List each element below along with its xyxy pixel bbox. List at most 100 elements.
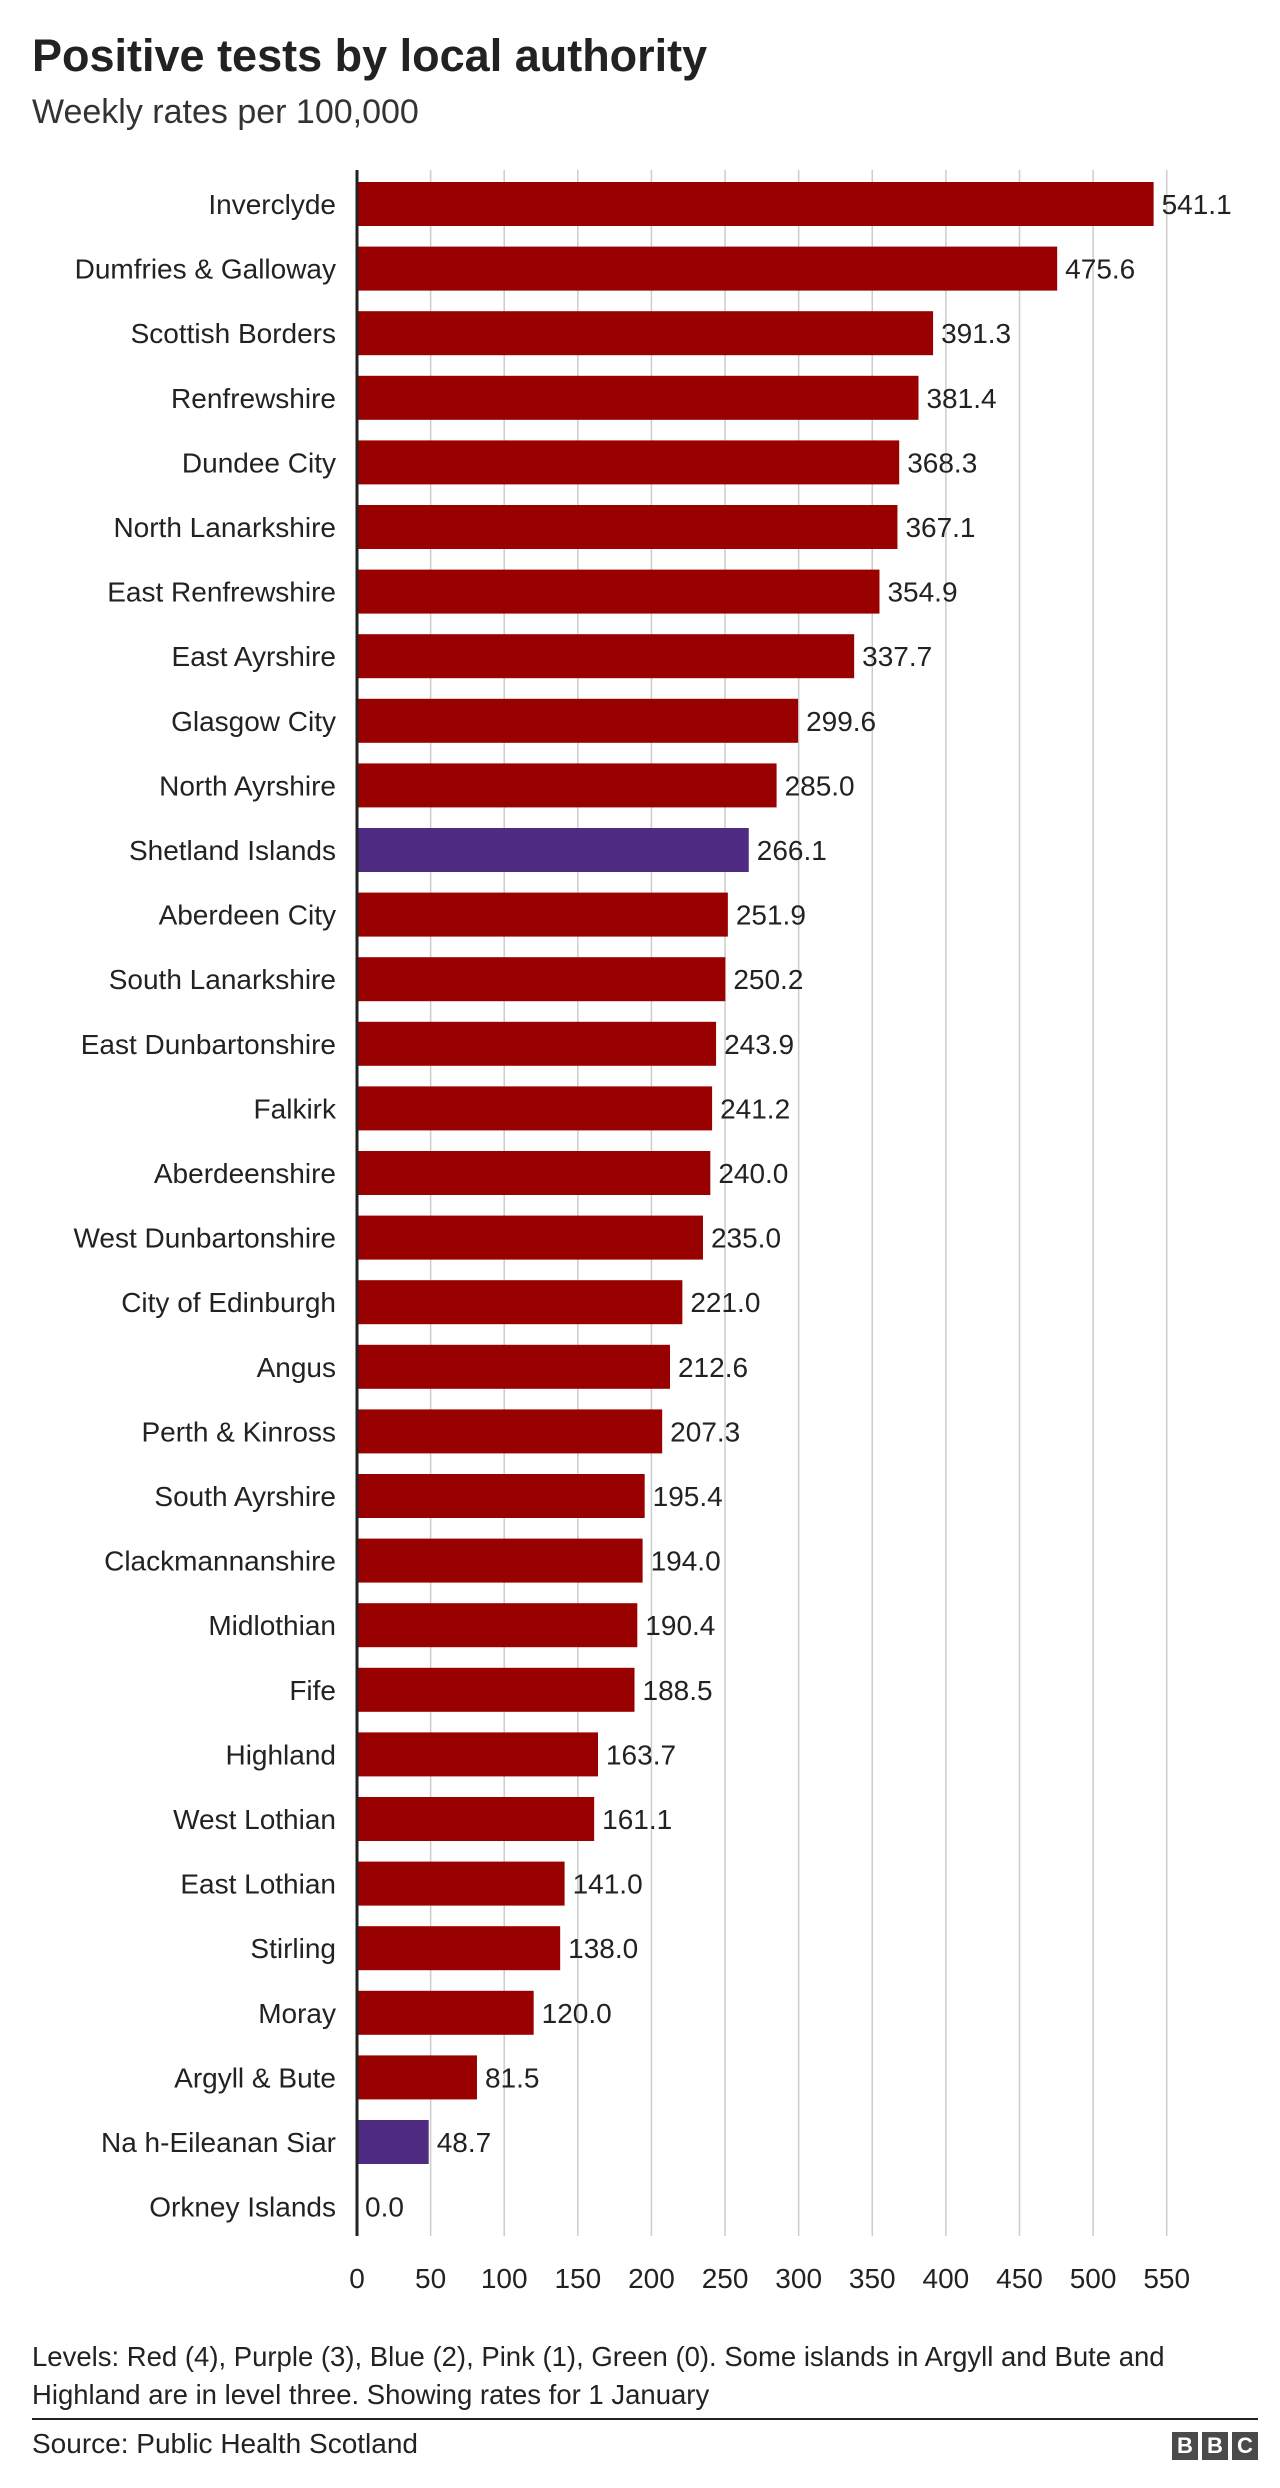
bar: [357, 1409, 663, 1454]
category-label: Falkirk: [254, 1093, 337, 1124]
category-label: North Lanarkshire: [113, 512, 336, 543]
category-label: Fife: [289, 1675, 336, 1706]
bar: [357, 1732, 598, 1777]
bar: [357, 763, 777, 808]
value-label: 207.3: [670, 1416, 740, 1447]
bar: [357, 957, 726, 1002]
category-label: Renfrewshire: [171, 383, 336, 414]
value-label: 475.6: [1065, 254, 1135, 285]
bar: [357, 1797, 595, 1841]
category-label: Aberdeenshire: [154, 1158, 336, 1189]
category-label: Orkney Islands: [149, 2192, 336, 2223]
value-label: 299.6: [806, 706, 876, 737]
bar: [357, 1667, 635, 1712]
category-label: Inverclyde: [208, 189, 336, 220]
value-label: 188.5: [643, 1675, 713, 1706]
bar: [357, 246, 1058, 291]
category-label: City of Edinburgh: [121, 1287, 336, 1318]
value-label: 251.9: [736, 900, 806, 931]
bar: [357, 892, 728, 937]
value-label: 381.4: [926, 383, 996, 414]
bar: [357, 1603, 638, 1648]
value-label: 266.1: [757, 835, 827, 866]
value-label: 285.0: [785, 770, 855, 801]
category-label: South Lanarkshire: [109, 964, 336, 995]
bar: [357, 1538, 643, 1583]
value-label: 354.9: [887, 577, 957, 608]
value-label: 194.0: [651, 1546, 721, 1577]
category-label: Clackmannanshire: [104, 1546, 336, 1577]
bar: [357, 2120, 429, 2164]
logo-letter: B: [1202, 2432, 1228, 2460]
category-label: Midlothian: [208, 1610, 336, 1641]
source-credit: Source: Public Health Scotland: [32, 2428, 418, 2459]
logo-letter: B: [1172, 2432, 1198, 2460]
x-tick-label: 0: [349, 2263, 365, 2294]
chart-subtitle: Weekly rates per 100,000: [32, 93, 419, 131]
category-label: Dundee City: [182, 447, 336, 478]
value-label: 221.0: [690, 1287, 760, 1318]
x-tick-label: 250: [702, 2263, 749, 2294]
category-label: Scottish Borders: [131, 318, 336, 349]
bar: [357, 1151, 711, 1195]
value-label: 235.0: [711, 1223, 781, 1254]
category-label: East Lothian: [180, 1869, 336, 1900]
category-label: West Dunbartonshire: [74, 1223, 337, 1254]
bar: [357, 1990, 534, 2035]
category-label: Moray: [258, 1998, 336, 2029]
bar: [357, 440, 900, 485]
category-label: Glasgow City: [171, 706, 336, 737]
bar: [357, 311, 934, 356]
value-label: 120.0: [542, 1998, 612, 2029]
x-tick-label: 300: [775, 2263, 822, 2294]
bar: [357, 569, 880, 614]
value-label: 391.3: [941, 318, 1011, 349]
bar: [357, 505, 898, 549]
value-label: 541.1: [1162, 189, 1232, 220]
value-label: 241.2: [720, 1093, 790, 1124]
category-label: Dumfries & Galloway: [75, 254, 336, 285]
footer-divider: [32, 2418, 1258, 2420]
value-label: 161.1: [602, 1804, 672, 1835]
x-tick-label: 550: [1143, 2263, 1190, 2294]
value-label: 250.2: [733, 964, 803, 995]
bar: [357, 1021, 717, 1066]
bar-chart: 0 50 100 150 200 250 300 350 400 450 500 550 Invercl…: [74, 170, 1232, 2294]
value-label: 337.7: [862, 641, 932, 672]
category-label: Highland: [225, 1739, 336, 1770]
value-label: 367.1: [905, 512, 975, 543]
logo-letter: C: [1232, 2432, 1258, 2460]
category-label: South Ayrshire: [154, 1481, 336, 1512]
bar: [357, 1280, 683, 1325]
bar: [357, 634, 855, 679]
bar: [357, 1861, 565, 1906]
value-label: 81.5: [485, 2062, 540, 2093]
category-label: Argyll & Bute: [174, 2062, 336, 2093]
category-label: Aberdeen City: [159, 900, 336, 931]
bar: [357, 828, 749, 872]
x-tick-label: 450: [996, 2263, 1043, 2294]
x-tick-label: 400: [923, 2263, 970, 2294]
x-tick-label: 100: [481, 2263, 528, 2294]
bar: [357, 182, 1154, 226]
value-label: 212.6: [678, 1352, 748, 1383]
x-tick-label: 350: [849, 2263, 896, 2294]
x-tick-label: 50: [415, 2263, 446, 2294]
category-label: East Ayrshire: [172, 641, 336, 672]
category-label: Na h-Eileanan Siar: [101, 2127, 336, 2158]
bar: [357, 2055, 477, 2100]
category-label: Angus: [257, 1352, 336, 1383]
bar: [357, 698, 799, 743]
bar: [357, 375, 919, 420]
category-label: North Ayrshire: [159, 770, 336, 801]
bar: [357, 1344, 670, 1389]
category-label: East Renfrewshire: [107, 577, 336, 608]
chart-title: Positive tests by local authority: [32, 30, 708, 81]
category-label: West Lothian: [173, 1804, 336, 1835]
value-label: 141.0: [573, 1869, 643, 1900]
value-label: 163.7: [606, 1739, 676, 1770]
value-label: 240.0: [718, 1158, 788, 1189]
value-label: 48.7: [437, 2127, 492, 2158]
bar: [357, 1086, 713, 1131]
bar: [357, 1215, 703, 1260]
